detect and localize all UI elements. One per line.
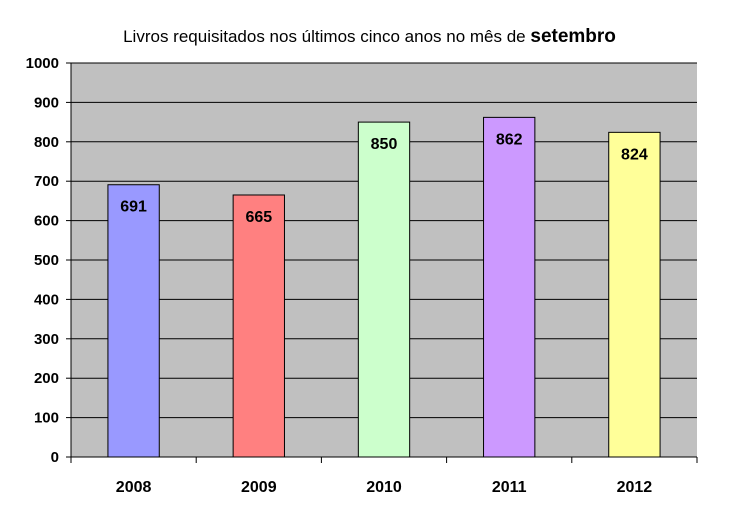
x-tick-label: 2012 [617, 479, 653, 496]
bar-2011 [483, 116, 536, 458]
bar-2010 [357, 121, 411, 458]
data-label-2009: 665 [245, 209, 272, 226]
x-tick-label: 2011 [492, 479, 527, 496]
bar-2012 [608, 131, 661, 458]
axes [66, 62, 698, 463]
y-tick-label: 500 [34, 252, 59, 269]
y-tick-label: 900 [34, 94, 59, 111]
y-tick-label: 600 [34, 213, 59, 230]
chart-title-emphasis: setembro [530, 26, 616, 47]
y-tick-label: 700 [34, 173, 59, 190]
y-tick-label: 200 [34, 370, 59, 387]
bar-2009 [232, 194, 285, 458]
y-tick-label: 300 [34, 331, 59, 348]
chart-title-main: Livros requisitados nos últimos cinco an… [123, 27, 526, 46]
data-labels: 691 665 850 862 824 [120, 131, 648, 226]
chart-title: Livros requisitados nos últimos cinco an… [0, 26, 739, 48]
y-tick-label: 0 [51, 449, 59, 466]
y-tick-label: 800 [34, 134, 59, 151]
y-tick-label: 100 [34, 410, 59, 427]
data-label-2012: 824 [621, 146, 648, 163]
data-label-2010: 850 [371, 136, 398, 153]
bar-2008 [107, 184, 160, 458]
y-tick-label: 1000 [26, 55, 59, 72]
bars [107, 116, 661, 458]
data-label-2008: 691 [120, 199, 147, 216]
x-tick-label: 2008 [116, 479, 152, 496]
x-tick-label: 2009 [241, 479, 277, 496]
data-label-2011: 862 [496, 131, 523, 148]
y-tick-label: 400 [34, 291, 59, 308]
x-tick-label: 2010 [366, 479, 402, 496]
tick-labels: 0 100 200 300 400 500 600 700 800 900 1000 2008 2009… [26, 55, 653, 496]
